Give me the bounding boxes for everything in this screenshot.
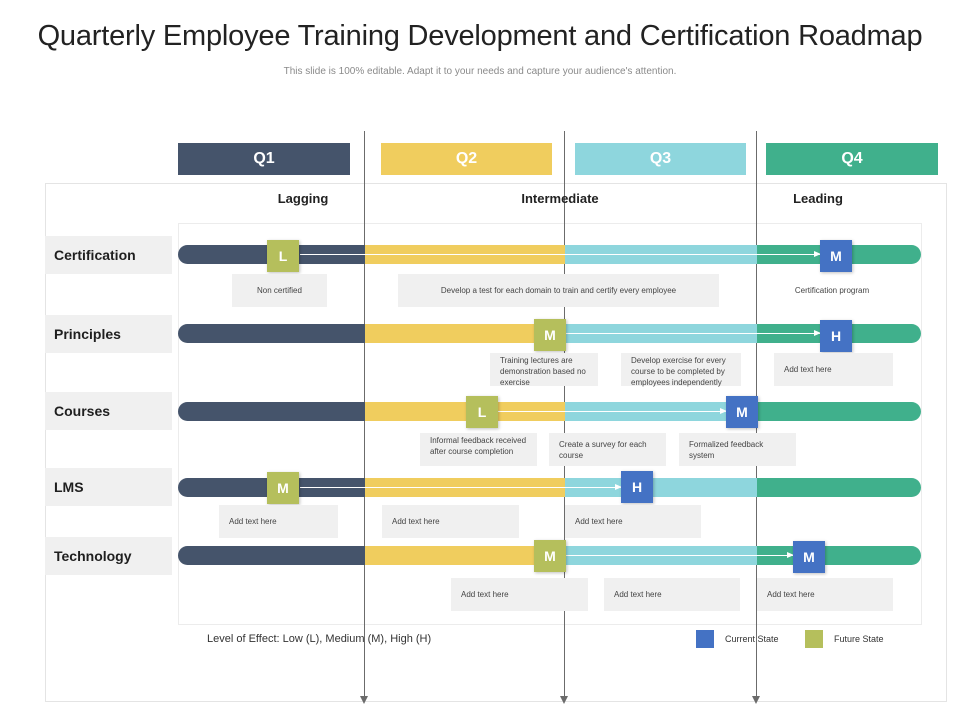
note-box: Add text here: [219, 505, 338, 538]
note-box: Add text here: [774, 353, 893, 386]
current-state-marker: H: [820, 320, 852, 352]
row-label-technology: Technology: [45, 537, 172, 575]
note-box: Add text here: [757, 578, 893, 611]
phase-label-intermediate: Intermediate: [521, 191, 599, 206]
note-box: Informal feedback received after course …: [420, 433, 537, 466]
note-box: Add text here: [565, 505, 701, 538]
quarter-header-q1: Q1: [178, 143, 350, 175]
down-arrow-icon: [752, 696, 760, 704]
effect-level-note: Level of Effect: Low (L), Medium (M), Hi…: [207, 633, 432, 645]
phase-label-leading: Leading: [793, 191, 843, 206]
row-label-courses: Courses: [45, 392, 172, 430]
note-box: Develop exercise for every course to be …: [621, 353, 741, 387]
legend-label-current: Current State: [725, 634, 779, 644]
row-label-principles: Principles: [45, 315, 172, 353]
row-label-certification: Certification: [45, 236, 172, 274]
current-state-marker: M: [793, 541, 825, 573]
note-box: Develop a test for each domain to train …: [398, 274, 719, 307]
legend-label-future: Future State: [834, 634, 884, 644]
note-box: Certification program: [794, 286, 870, 295]
future-state-marker: M: [534, 319, 566, 351]
quarter-header-q3: Q3: [575, 143, 746, 175]
roadmap-frame: [45, 183, 947, 702]
legend-swatch-future: [805, 630, 823, 648]
note-box: Add text here: [604, 578, 740, 611]
current-state-marker: H: [621, 471, 653, 503]
current-state-marker: M: [820, 240, 852, 272]
future-state-marker: M: [267, 472, 299, 504]
progress-arrow: [498, 408, 727, 414]
progress-arrow: [566, 330, 821, 336]
note-box: Add text here: [382, 505, 519, 538]
progress-arrow: [300, 251, 821, 257]
progress-arrow: [566, 552, 794, 558]
quarter-header-q2: Q2: [381, 143, 552, 175]
future-state-marker: L: [466, 396, 498, 428]
current-state-marker: M: [726, 396, 758, 428]
page-subtitle: This slide is 100% editable. Adapt it to…: [283, 66, 677, 77]
note-box: Create a survey for each course: [549, 433, 666, 466]
progress-arrow: [300, 484, 622, 490]
legend-swatch-current: [696, 630, 714, 648]
note-box: Training lectures are demonstration base…: [490, 353, 598, 387]
roadmap-inner-frame: [178, 223, 922, 625]
future-state-marker: M: [534, 540, 566, 572]
note-box: Add text here: [451, 578, 588, 611]
note-box: Non certified: [232, 274, 327, 307]
quarter-header-q4: Q4: [766, 143, 938, 175]
row-label-lms: LMS: [45, 468, 172, 506]
down-arrow-icon: [360, 696, 368, 704]
down-arrow-icon: [560, 696, 568, 704]
page-title: Quarterly Employee Training Development …: [37, 20, 923, 52]
future-state-marker: L: [267, 240, 299, 272]
phase-label-lagging: Lagging: [277, 191, 329, 206]
note-box: Formalized feedback system: [679, 433, 796, 466]
